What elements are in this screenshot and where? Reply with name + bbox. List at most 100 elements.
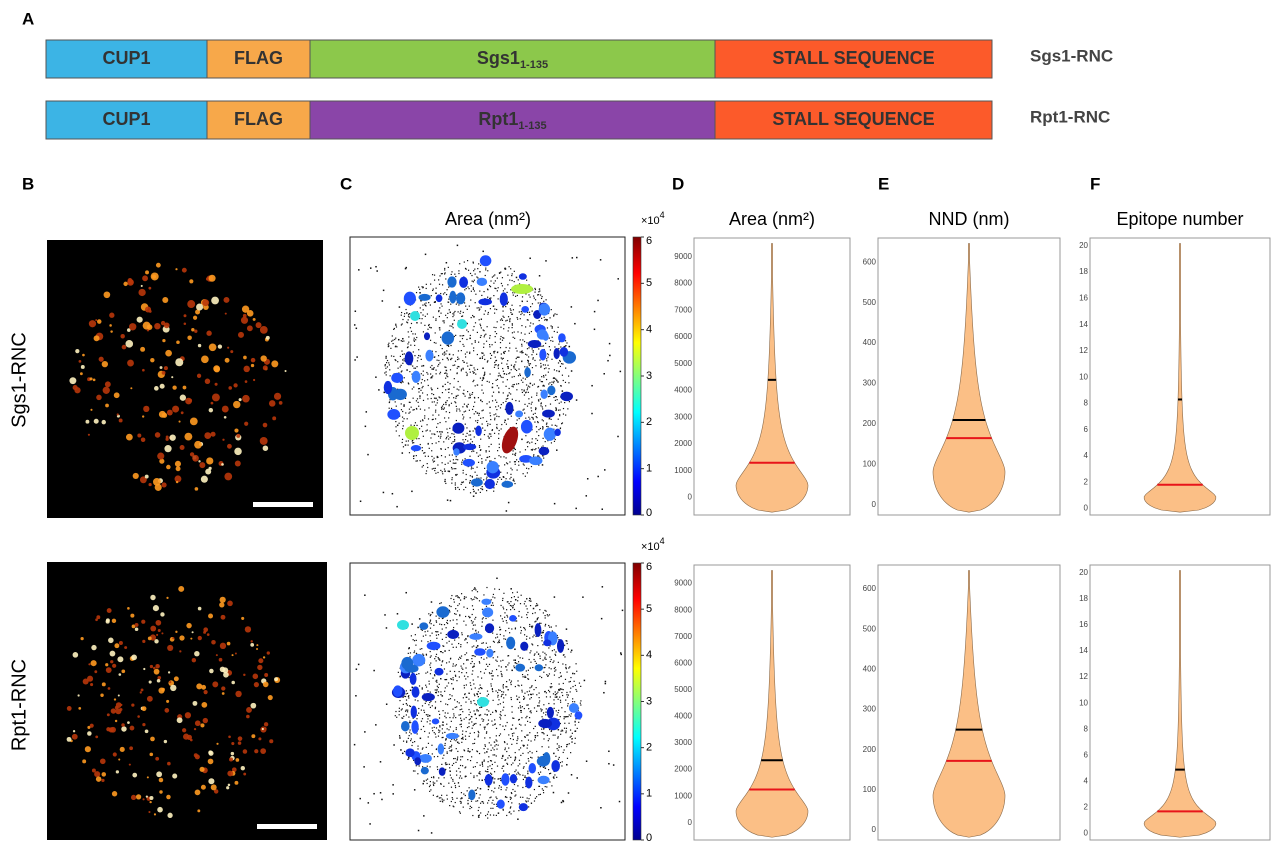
localization: [420, 390, 421, 391]
localization: [511, 684, 512, 685]
fluorescent-spot: [211, 432, 216, 437]
localization: [378, 389, 380, 391]
localization: [456, 406, 457, 407]
localization: [521, 595, 522, 596]
localization: [516, 358, 517, 359]
cluster: [535, 664, 543, 671]
localization: [510, 605, 511, 606]
cluster: [384, 381, 392, 394]
fluorescent-spot: [194, 330, 197, 333]
localization: [484, 314, 485, 315]
localization: [545, 441, 546, 442]
localization: [442, 660, 443, 661]
localization: [456, 729, 457, 730]
localization: [495, 796, 496, 797]
localization: [484, 744, 485, 745]
localization: [419, 292, 421, 294]
localization: [392, 340, 393, 341]
localization: [480, 378, 481, 379]
localization: [504, 288, 505, 289]
localization: [445, 404, 446, 405]
localization: [456, 680, 457, 681]
fluorescent-spot: [190, 452, 194, 456]
cluster: [524, 367, 531, 377]
localization: [486, 451, 487, 452]
localization: [454, 613, 455, 614]
localization: [492, 689, 493, 690]
localization: [486, 643, 487, 644]
localization: [475, 322, 476, 323]
fluorescent-spot: [193, 316, 197, 320]
y-tick-label: 100: [863, 785, 877, 794]
localization: [445, 421, 446, 422]
fluorescent-spot: [95, 319, 97, 321]
localization: [358, 269, 360, 271]
fluorescent-spot: [149, 310, 152, 313]
localization: [487, 361, 488, 362]
fluorescent-spot: [256, 322, 262, 328]
localization: [524, 697, 525, 698]
localization: [393, 356, 394, 357]
localization: [434, 461, 435, 462]
localization: [439, 730, 440, 731]
localization: [451, 746, 452, 747]
fluorescent-spot: [261, 355, 267, 361]
localization: [447, 313, 448, 314]
localization: [434, 280, 435, 281]
localization: [437, 769, 438, 770]
localization: [510, 757, 511, 758]
localization: [547, 365, 548, 366]
localization: [430, 373, 431, 374]
localization: [458, 714, 459, 715]
localization: [543, 375, 544, 376]
fluorescent-spot: [251, 734, 255, 738]
localization: [553, 693, 554, 694]
localization: [432, 678, 433, 679]
cluster: [538, 719, 552, 728]
localization: [519, 803, 520, 804]
localization: [384, 372, 385, 373]
localization: [382, 300, 384, 302]
localization: [440, 694, 441, 695]
localization: [605, 681, 607, 683]
localization: [481, 657, 482, 658]
localization: [457, 610, 458, 611]
localization: [474, 618, 475, 619]
localization: [413, 368, 414, 369]
localization: [508, 368, 509, 369]
fluorescent-spot: [223, 672, 229, 678]
localization: [423, 375, 424, 376]
cluster: [539, 349, 546, 361]
localization: [492, 725, 493, 726]
localization: [499, 444, 500, 445]
y-tick-label: 10: [1079, 698, 1088, 707]
localization: [453, 312, 454, 313]
localization: [498, 641, 499, 642]
localization: [456, 748, 457, 749]
localization: [476, 793, 477, 794]
localization: [413, 398, 414, 399]
localization: [439, 307, 440, 308]
localization: [433, 795, 434, 796]
localization: [474, 587, 475, 588]
fluorescent-spot: [235, 691, 241, 697]
localization: [547, 614, 548, 615]
localization: [442, 471, 443, 472]
localization: [420, 409, 421, 410]
localization: [464, 396, 465, 397]
localization: [514, 667, 515, 668]
localization: [529, 258, 531, 260]
localization: [472, 661, 473, 662]
localization: [540, 772, 541, 773]
localization: [530, 383, 532, 385]
localization: [493, 275, 494, 276]
localization: [532, 367, 533, 368]
localization: [545, 714, 546, 715]
localization: [442, 348, 443, 349]
multiplier: ×10: [641, 541, 660, 553]
localization: [536, 395, 537, 396]
fluorescent-spot: [263, 365, 268, 370]
localization: [451, 679, 452, 680]
localization: [554, 441, 555, 442]
localization: [530, 757, 531, 758]
